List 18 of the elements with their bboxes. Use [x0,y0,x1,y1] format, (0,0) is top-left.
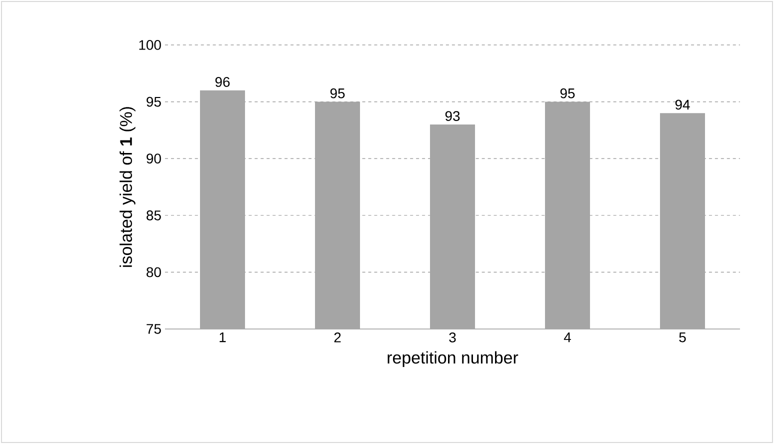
data-label: 93 [445,111,460,121]
x-tick-label: 3 [449,332,456,342]
data-label: 95 [560,88,575,98]
y-tick-label: 100 [139,40,161,50]
y-tick-label: 75 [146,324,161,334]
y-tick-label: 80 [146,267,161,278]
y-tick-label: 95 [146,96,161,107]
y-axis-title: isolated yield of 1 (%) [120,107,136,267]
x-tick-label: 2 [334,332,341,342]
data-label: 94 [675,100,690,110]
data-label: 96 [215,77,230,87]
x-tick-label: 4 [564,332,571,342]
x-axis-title: repetition number [388,351,518,368]
y-tick-label: 90 [146,154,161,164]
x-tick-label: 1 [220,332,226,342]
y-tick-label: 85 [146,210,161,220]
x-tick-label: 5 [679,332,686,342]
data-label: 95 [330,88,345,98]
